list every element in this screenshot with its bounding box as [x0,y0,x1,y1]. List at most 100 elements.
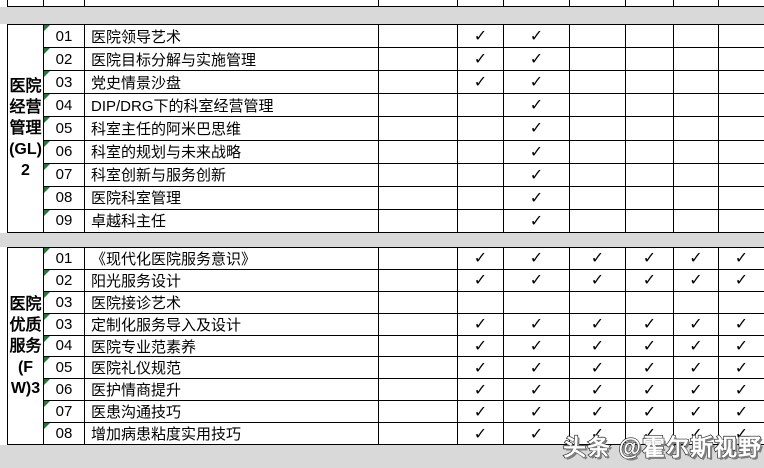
check-cell[interactable] [674,291,719,314]
check-cell[interactable] [504,291,570,314]
check-cell[interactable] [570,25,626,49]
check-cell[interactable] [570,48,626,72]
check-cell[interactable]: ✓ [719,248,764,270]
check-cell[interactable]: ✓ [458,423,504,445]
check-cell[interactable]: ✓ [504,94,570,118]
check-cell[interactable]: ✓ [504,71,570,95]
course-name-cell[interactable]: 科室创新与服务创新 [85,163,379,187]
group-label-fw[interactable]: 医院 优质 服务 (F W)3 [8,248,44,445]
empty-cell[interactable] [379,335,458,358]
cell[interactable] [379,0,458,6]
check-cell[interactable] [626,94,674,118]
check-cell[interactable]: ✓ [504,186,570,210]
empty-cell[interactable] [379,313,458,336]
check-cell[interactable]: ✓ [674,335,719,358]
course-name-cell[interactable]: DIP/DRG下的科室经营管理 [85,94,379,118]
check-cell[interactable] [458,117,504,141]
course-name-cell[interactable]: 医院接诊艺术 [85,291,379,314]
cell[interactable] [626,0,674,6]
check-cell[interactable]: ✓ [719,401,764,424]
check-cell[interactable]: ✓ [504,25,570,49]
check-cell[interactable] [626,48,674,72]
empty-cell[interactable] [379,248,458,270]
empty-cell[interactable] [379,423,458,445]
check-cell[interactable]: ✓ [504,379,570,402]
course-name-cell[interactable]: 阳光服务设计 [85,269,379,292]
check-cell[interactable] [674,25,719,49]
check-cell[interactable] [719,25,764,49]
group-label-gl[interactable]: 医院 经营 管理 (GL) 2 [8,25,44,233]
check-cell[interactable]: ✓ [626,269,674,292]
check-cell[interactable]: ✓ [458,379,504,402]
course-number-cell[interactable]: 04 [44,335,85,358]
course-number-cell[interactable]: 03 [44,291,85,314]
empty-cell[interactable] [379,163,458,187]
check-cell[interactable]: ✓ [719,313,764,336]
check-cell[interactable] [570,94,626,118]
check-cell[interactable] [626,25,674,49]
check-cell[interactable]: ✓ [719,335,764,358]
check-cell[interactable]: ✓ [458,48,504,72]
check-cell[interactable]: ✓ [504,269,570,292]
check-cell[interactable] [719,94,764,118]
course-name-cell[interactable]: 医院目标分解与实施管理 [85,48,379,72]
course-name-cell[interactable]: 党史情景沙盘 [85,71,379,95]
course-name-cell[interactable]: 医院礼仪规范 [85,357,379,380]
check-cell[interactable] [570,117,626,141]
course-name-cell[interactable]: 科室主任的阿米巴思维 [85,117,379,141]
check-cell[interactable] [626,209,674,233]
check-cell[interactable]: ✓ [719,269,764,292]
check-cell[interactable] [458,94,504,118]
check-cell[interactable]: ✓ [674,269,719,292]
check-cell[interactable] [570,71,626,95]
check-cell[interactable] [719,71,764,95]
check-cell[interactable]: ✓ [458,248,504,270]
empty-cell[interactable] [379,117,458,141]
course-number-cell[interactable]: 09 [44,209,85,233]
course-number-cell[interactable]: 06 [44,379,85,402]
check-cell[interactable]: ✓ [674,379,719,402]
empty-cell[interactable] [379,401,458,424]
check-cell[interactable]: ✓ [626,335,674,358]
cell[interactable] [85,0,379,6]
empty-cell[interactable] [379,269,458,292]
empty-cell[interactable] [379,357,458,380]
check-cell[interactable]: ✓ [504,140,570,164]
check-cell[interactable]: ✓ [458,313,504,336]
course-number-cell[interactable]: 08 [44,186,85,210]
course-number-cell[interactable]: 01 [44,248,85,270]
check-cell[interactable] [626,186,674,210]
course-number-cell[interactable]: 01 [44,25,85,49]
check-cell[interactable]: ✓ [674,248,719,270]
cell[interactable] [44,0,85,6]
course-name-cell[interactable]: 医院专业范素养 [85,335,379,358]
course-name-cell[interactable]: 医院科室管理 [85,186,379,210]
check-cell[interactable]: ✓ [570,357,626,380]
check-cell[interactable]: ✓ [458,357,504,380]
check-cell[interactable]: ✓ [458,401,504,424]
check-cell[interactable] [719,209,764,233]
empty-cell[interactable] [379,94,458,118]
course-number-cell[interactable]: 06 [44,140,85,164]
check-cell[interactable]: ✓ [504,423,570,445]
check-cell[interactable]: ✓ [504,335,570,358]
cell[interactable] [674,0,719,6]
check-cell[interactable]: ✓ [719,423,764,445]
course-name-cell[interactable]: 医护情商提升 [85,379,379,402]
check-cell[interactable]: ✓ [570,313,626,336]
check-cell[interactable]: ✓ [504,401,570,424]
check-cell[interactable]: ✓ [504,209,570,233]
check-cell[interactable] [719,48,764,72]
check-cell[interactable]: ✓ [626,379,674,402]
check-cell[interactable]: ✓ [626,313,674,336]
check-cell[interactable]: ✓ [674,401,719,424]
check-cell[interactable]: ✓ [674,423,719,445]
cell[interactable] [8,0,44,6]
check-cell[interactable]: ✓ [719,357,764,380]
check-cell[interactable]: ✓ [626,357,674,380]
check-cell[interactable] [674,94,719,118]
course-name-cell[interactable]: 医患沟通技巧 [85,401,379,424]
check-cell[interactable] [674,163,719,187]
empty-cell[interactable] [379,379,458,402]
check-cell[interactable] [570,140,626,164]
